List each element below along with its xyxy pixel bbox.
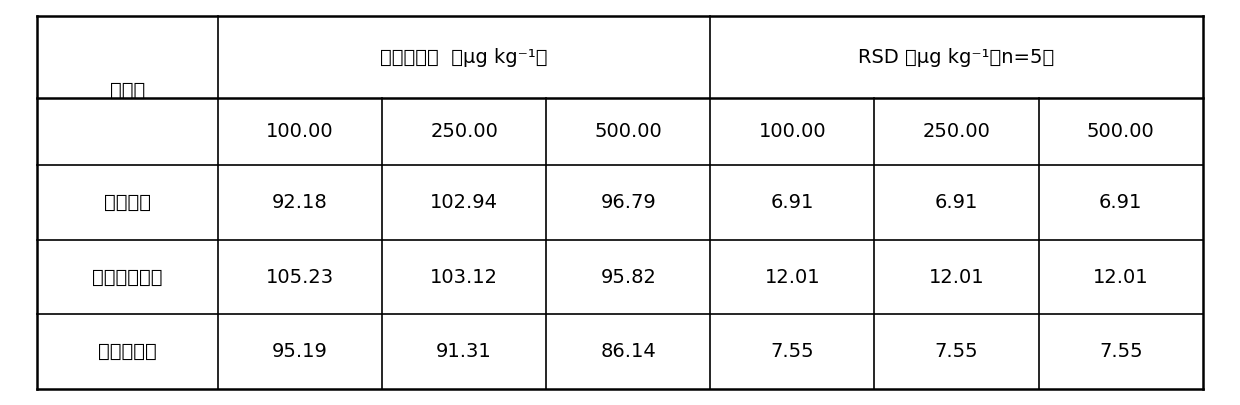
Text: 7.55: 7.55 — [770, 342, 815, 361]
Text: 7.55: 7.55 — [935, 342, 978, 361]
Text: 平均回收率  （μg kg⁻¹）: 平均回收率 （μg kg⁻¹） — [381, 48, 548, 67]
Text: RSD （μg kg⁻¹，n=5）: RSD （μg kg⁻¹，n=5） — [858, 48, 1055, 67]
Text: 6.91: 6.91 — [1099, 193, 1142, 212]
Text: 500.00: 500.00 — [594, 122, 662, 141]
Text: 磺胺吠啊: 磺胺吠啊 — [104, 193, 151, 212]
Text: 91.31: 91.31 — [436, 342, 492, 361]
Text: 12.01: 12.01 — [1092, 268, 1148, 286]
Text: 86.14: 86.14 — [600, 342, 656, 361]
Text: 92.18: 92.18 — [272, 193, 327, 212]
Text: 6.91: 6.91 — [935, 193, 978, 212]
Text: 95.82: 95.82 — [600, 268, 656, 286]
Text: 105.23: 105.23 — [265, 268, 334, 286]
Text: 250.00: 250.00 — [430, 122, 498, 141]
Text: 102.94: 102.94 — [430, 193, 498, 212]
Text: 7.55: 7.55 — [1099, 342, 1142, 361]
Text: 103.12: 103.12 — [430, 268, 498, 286]
Text: 100.00: 100.00 — [759, 122, 826, 141]
Text: 磺胺氯哒吖: 磺胺氯哒吖 — [98, 342, 157, 361]
Text: 12.01: 12.01 — [929, 268, 985, 286]
Text: 分析物: 分析物 — [110, 81, 145, 100]
Text: 12.01: 12.01 — [765, 268, 820, 286]
Text: 95.19: 95.19 — [272, 342, 327, 361]
Text: 96.79: 96.79 — [600, 193, 656, 212]
Text: 250.00: 250.00 — [923, 122, 991, 141]
Text: 100.00: 100.00 — [267, 122, 334, 141]
Text: 6.91: 6.91 — [771, 193, 815, 212]
Text: 磺胺甲基嘠啊: 磺胺甲基嘠啊 — [92, 268, 162, 286]
Text: 500.00: 500.00 — [1086, 122, 1154, 141]
